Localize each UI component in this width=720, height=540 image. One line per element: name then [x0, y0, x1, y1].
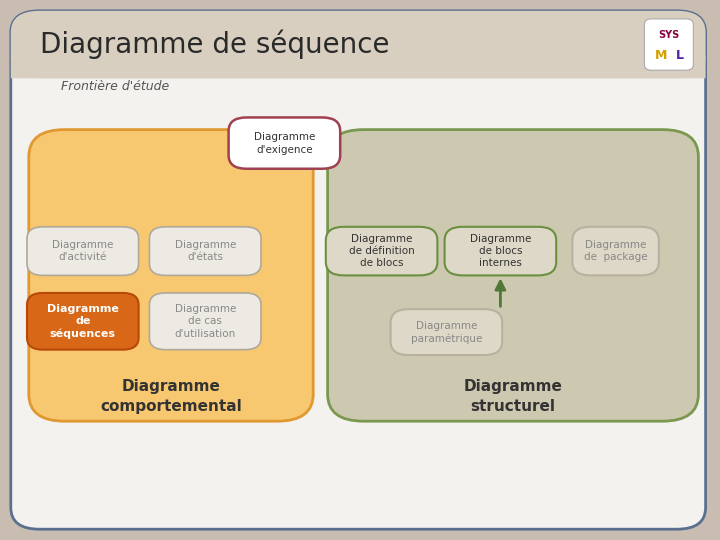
- FancyBboxPatch shape: [325, 227, 438, 275]
- Text: Diagramme
d'exigence: Diagramme d'exigence: [253, 132, 315, 154]
- Text: Diagramme
de
séquences: Diagramme de séquences: [47, 303, 119, 339]
- Text: Diagramme
paramétrique: Diagramme paramétrique: [410, 321, 482, 343]
- FancyBboxPatch shape: [27, 227, 138, 275]
- Text: Diagramme
de cas
d'utilisation: Diagramme de cas d'utilisation: [174, 304, 236, 339]
- Text: Diagramme
d'activité: Diagramme d'activité: [52, 240, 114, 262]
- FancyBboxPatch shape: [572, 227, 659, 275]
- FancyBboxPatch shape: [11, 11, 706, 78]
- Text: Diagramme
de  package: Diagramme de package: [584, 240, 647, 262]
- FancyBboxPatch shape: [27, 293, 138, 350]
- Text: Diagramme
de définition
de blocs: Diagramme de définition de blocs: [348, 234, 415, 268]
- FancyBboxPatch shape: [444, 227, 556, 275]
- Text: Diagramme
d'états: Diagramme d'états: [174, 240, 236, 262]
- FancyBboxPatch shape: [150, 293, 261, 350]
- Text: Diagramme
de blocs
internes: Diagramme de blocs internes: [469, 234, 531, 268]
- Text: Diagramme
comportemental: Diagramme comportemental: [100, 380, 242, 414]
- FancyBboxPatch shape: [150, 227, 261, 275]
- Text: M: M: [655, 49, 667, 62]
- Text: SYS: SYS: [658, 30, 680, 40]
- FancyBboxPatch shape: [229, 117, 341, 168]
- Text: Frontière d'étude: Frontière d'étude: [61, 80, 169, 93]
- Text: Diagramme de séquence: Diagramme de séquence: [40, 30, 389, 59]
- Text: Diagramme
structurel: Diagramme structurel: [464, 380, 562, 414]
- FancyBboxPatch shape: [11, 11, 706, 529]
- FancyBboxPatch shape: [11, 57, 706, 78]
- Text: L: L: [675, 49, 684, 62]
- FancyBboxPatch shape: [29, 130, 313, 421]
- FancyBboxPatch shape: [644, 19, 693, 70]
- FancyBboxPatch shape: [390, 309, 503, 355]
- FancyBboxPatch shape: [328, 130, 698, 421]
